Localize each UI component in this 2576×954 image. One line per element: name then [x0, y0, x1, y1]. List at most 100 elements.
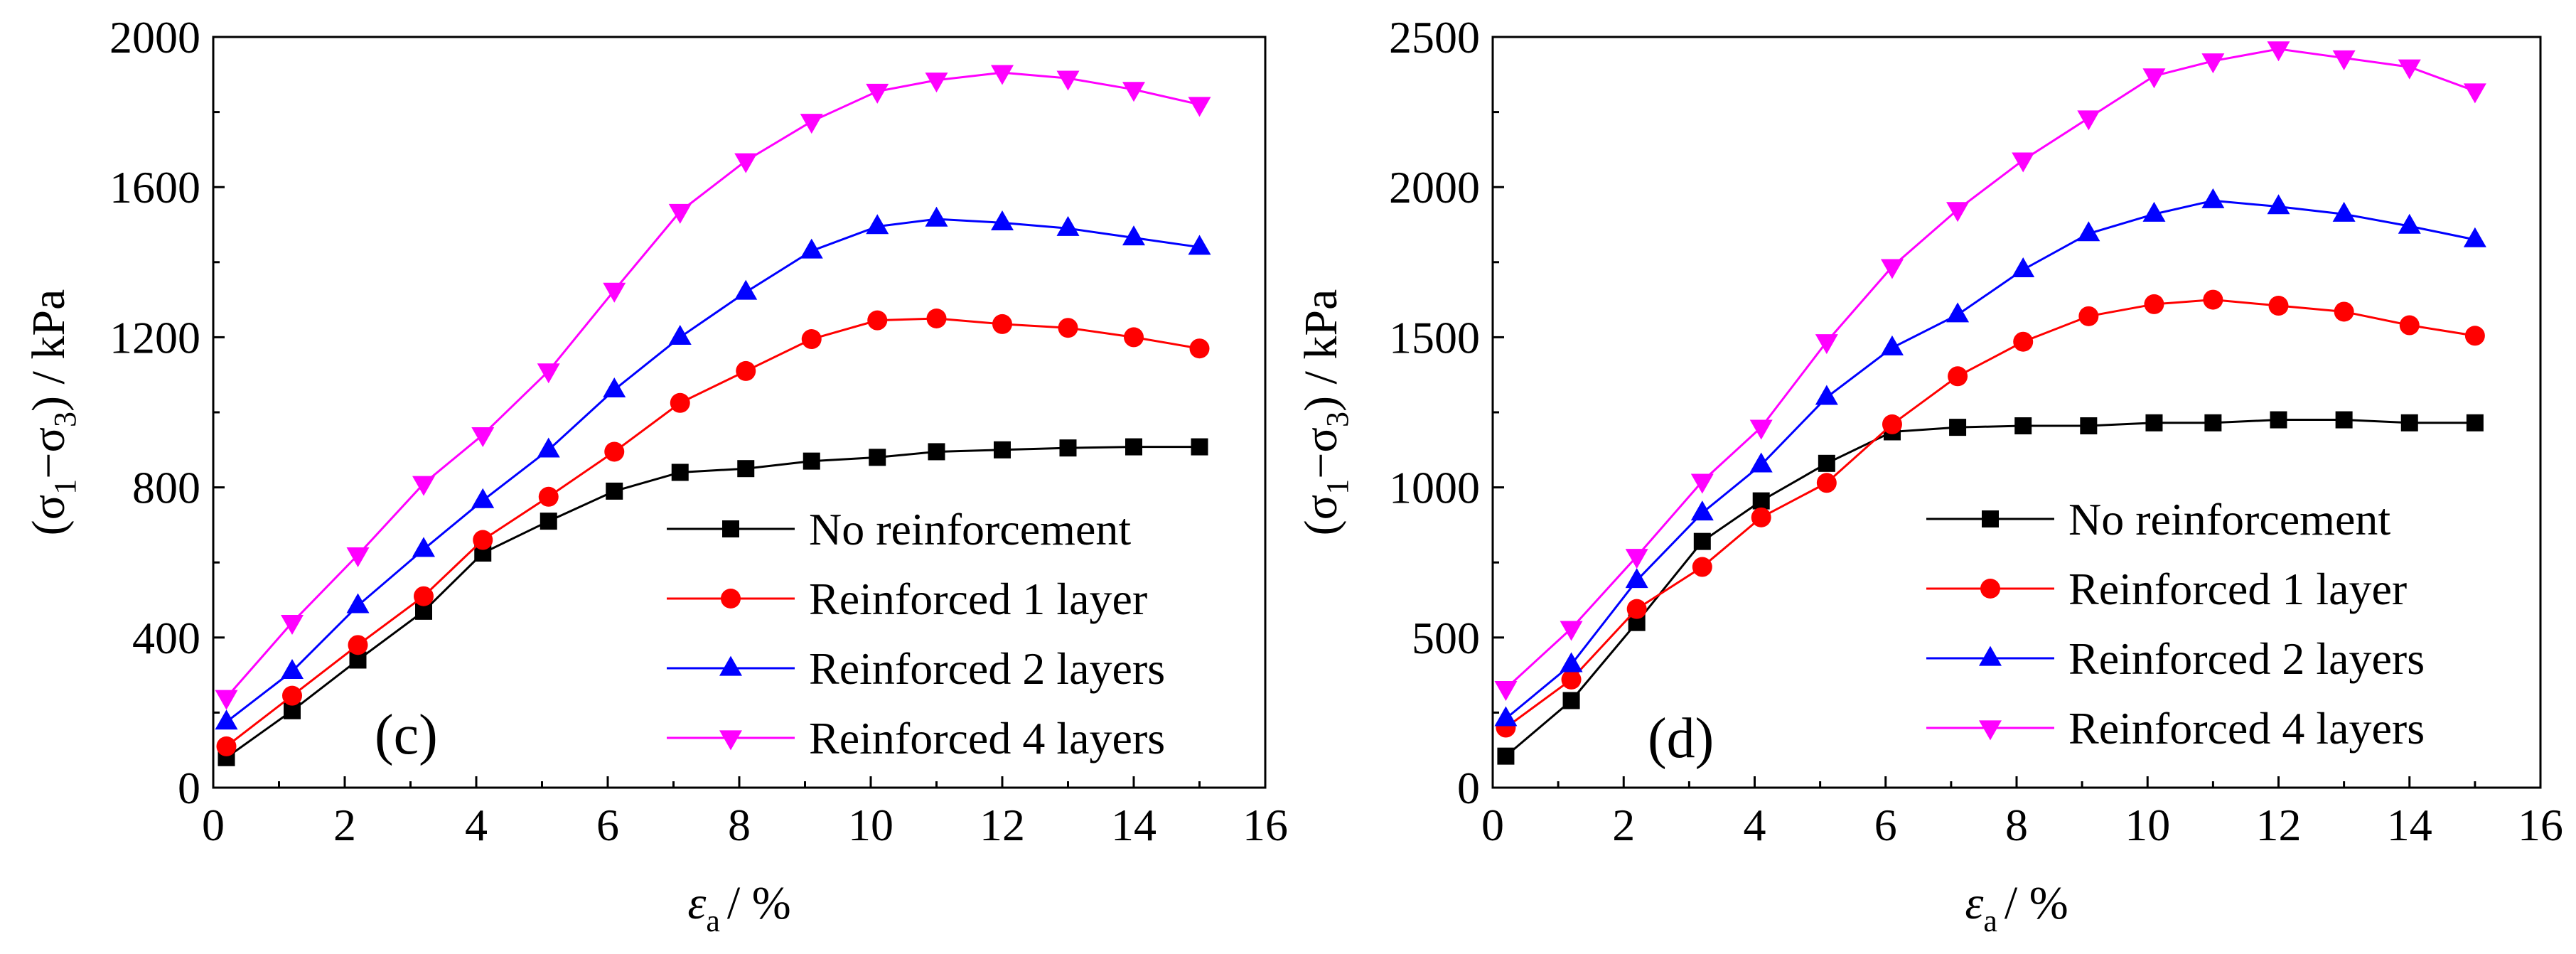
legend-item-reinforced-1-layer: Reinforced 1 layer	[1926, 564, 2407, 614]
legend-marker	[722, 520, 739, 537]
data-point-reinforced-1-layer	[801, 329, 822, 350]
y-tick-label: 2000	[109, 12, 200, 63]
series-reinforced-2-layers	[215, 206, 1211, 730]
x-tick-label: 16	[1243, 800, 1288, 850]
data-point-reinforced-4-layers	[215, 690, 238, 710]
legend-label: Reinforced 4 layers	[809, 713, 1165, 763]
x-tick-label: 4	[1744, 800, 1766, 850]
x-tick-label: 10	[848, 800, 893, 850]
data-point-reinforced-2-layers	[1749, 452, 1773, 473]
data-point-reinforced-4-layers	[346, 547, 370, 567]
data-point-reinforced-4-layers	[412, 476, 435, 496]
legend-marker	[719, 730, 742, 751]
data-point-reinforced-2-layers	[1690, 500, 1714, 521]
data-point-reinforced-4-layers	[537, 363, 560, 384]
data-point-no-reinforcement	[2145, 414, 2163, 432]
data-point-reinforced-4-layers	[1815, 334, 1838, 355]
data-point-reinforced-2-layers	[1625, 568, 1648, 589]
legend-marker	[1979, 645, 2002, 666]
data-point-reinforced-1-layer	[670, 392, 690, 413]
y-tick-label: 1600	[109, 162, 200, 213]
data-point-reinforced-2-layers	[1056, 215, 1080, 236]
y-tick-label: 1200	[109, 312, 200, 363]
data-point-no-reinforcement	[803, 452, 820, 470]
series-line-reinforced-1-layer	[1505, 299, 2476, 729]
data-point-reinforced-4-layers	[1625, 549, 1648, 569]
data-point-no-reinforcement	[2270, 411, 2287, 429]
series-line-reinforced-4-layers	[1505, 48, 2476, 690]
data-point-no-reinforcement	[1562, 692, 1580, 709]
data-point-reinforced-2-layers	[1188, 235, 1211, 255]
legend-item-no-reinforcement: No reinforcement	[667, 504, 1131, 554]
data-point-reinforced-4-layers	[866, 83, 889, 104]
data-point-no-reinforcement	[1693, 532, 1711, 550]
series-reinforced-4-layers	[215, 65, 1211, 710]
legend-label: Reinforced 1 layer	[2068, 564, 2407, 614]
data-point-reinforced-1-layer	[473, 530, 493, 550]
data-point-reinforced-2-layers	[412, 537, 435, 557]
x-tick-label: 2	[333, 800, 356, 850]
data-point-no-reinforcement	[928, 443, 945, 461]
data-point-reinforced-4-layers	[2077, 110, 2100, 131]
data-point-reinforced-4-layers	[2012, 152, 2035, 173]
data-point-reinforced-1-layer	[604, 441, 625, 462]
legend-item-reinforced-1-layer: Reinforced 1 layer	[667, 574, 1147, 624]
data-point-reinforced-2-layers	[1560, 652, 1583, 672]
x-tick-label: 8	[728, 800, 751, 850]
legend-label: No reinforcement	[2068, 494, 2390, 545]
data-point-reinforced-1-layer	[414, 586, 434, 606]
data-point-reinforced-4-layers	[668, 203, 692, 224]
data-point-reinforced-1-layer	[1124, 327, 1144, 348]
series-line-reinforced-2-layers	[225, 218, 1200, 723]
legend-marker	[1982, 510, 1999, 527]
data-point-reinforced-2-layers	[668, 325, 692, 345]
data-point-no-reinforcement	[994, 441, 1011, 459]
series-reinforced-2-layers	[1494, 188, 2486, 727]
data-point-reinforced-1-layer	[736, 360, 756, 381]
legend-label: Reinforced 4 layers	[2068, 703, 2425, 754]
data-point-reinforced-2-layers	[1880, 335, 1904, 355]
chart-panel-c: 0 2 4 6 8 10 12 14 16 0 400 800 1200 1600 2000 εa / % (σ1…	[23, 12, 1288, 938]
data-point-reinforced-4-layers	[1946, 202, 1970, 223]
data-point-no-reinforcement	[2466, 414, 2484, 432]
x-tick-label: 12	[980, 800, 1025, 850]
data-point-no-reinforcement	[1125, 438, 1142, 456]
legend-label: No reinforcement	[809, 504, 1131, 554]
data-point-reinforced-1-layer	[216, 736, 237, 756]
data-point-reinforced-2-layers	[2267, 194, 2290, 215]
data-point-reinforced-1-layer	[538, 486, 559, 507]
series-no-reinforcement	[218, 438, 1208, 766]
data-point-reinforced-4-layers	[734, 153, 758, 173]
data-point-no-reinforcement	[1059, 439, 1077, 457]
x-tick-label: 2	[1612, 800, 1635, 850]
legend-marker	[719, 655, 742, 676]
data-point-reinforced-4-layers	[925, 73, 948, 93]
data-point-reinforced-4-layers	[471, 427, 495, 448]
data-point-reinforced-2-layers	[1494, 706, 1518, 727]
y-tick-label: 1500	[1389, 312, 1480, 363]
data-point-no-reinforcement	[737, 460, 755, 478]
data-point-reinforced-1-layer	[2464, 326, 2485, 346]
y-axis-label: (σ1−σ3) / kPa	[1295, 289, 1355, 536]
x-tick-label: 10	[2125, 800, 2170, 850]
data-point-reinforced-4-layers	[2201, 53, 2225, 74]
data-point-no-reinforcement	[1191, 438, 1208, 456]
data-point-no-reinforcement	[540, 513, 557, 530]
data-point-reinforced-4-layers	[1056, 70, 1080, 91]
data-point-reinforced-2-layers	[2332, 201, 2356, 222]
y-tick-label: 1000	[1389, 463, 1480, 513]
panel-label: (c)	[375, 704, 438, 766]
x-tick-label: 4	[465, 800, 488, 850]
data-point-reinforced-2-layers	[1946, 302, 1970, 323]
y-tick-label: 400	[132, 613, 200, 663]
data-point-no-reinforcement	[606, 482, 623, 500]
data-point-reinforced-2-layers	[2142, 201, 2166, 222]
data-point-no-reinforcement	[1818, 454, 1835, 472]
data-point-reinforced-4-layers	[2332, 50, 2356, 70]
legend-marker	[1979, 720, 2002, 741]
y-tick-label: 2500	[1389, 12, 1480, 63]
data-point-no-reinforcement	[869, 449, 886, 466]
legend-label: Reinforced 2 layers	[809, 643, 1165, 694]
data-point-reinforced-2-layers	[2077, 221, 2100, 242]
data-point-reinforced-2-layers	[734, 279, 758, 300]
